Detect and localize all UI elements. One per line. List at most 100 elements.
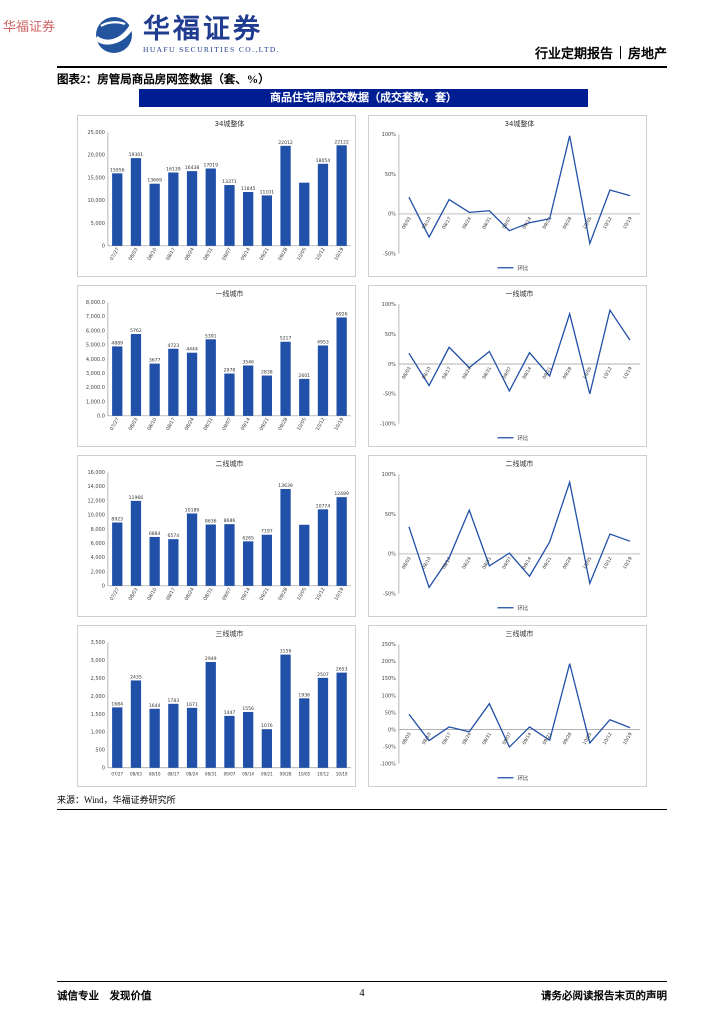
svg-text:6,000.0: 6,000.0 — [86, 328, 105, 334]
svg-text:-100%: -100% — [380, 422, 396, 428]
svg-text:09/07: 09/07 — [221, 587, 233, 602]
svg-text:10/05: 10/05 — [582, 366, 594, 381]
svg-text:150%: 150% — [382, 676, 396, 682]
svg-text:6926: 6926 — [336, 311, 348, 317]
svg-text:09/28: 09/28 — [277, 587, 289, 602]
svg-text:08/31: 08/31 — [481, 366, 493, 381]
svg-text:09/21: 09/21 — [542, 732, 554, 747]
svg-text:22012: 22012 — [278, 140, 293, 146]
page-number: 4 — [359, 988, 365, 999]
svg-text:2,500: 2,500 — [91, 676, 105, 682]
svg-text:100%: 100% — [382, 132, 396, 138]
charts-grid: 34城整体 0 5,000 10,000 15,000 20,000 25,000 15956… — [57, 107, 667, 793]
svg-text:10/05: 10/05 — [296, 247, 308, 262]
svg-text:19301: 19301 — [129, 152, 144, 158]
svg-text:08/17: 08/17 — [441, 556, 453, 571]
line-chart-tier2-cities-svg: 二线城市 100% 50% 0% -50% 08/03 08/10 08/17 08/24 08/… — [382, 459, 641, 612]
svg-text:10/19: 10/19 — [336, 772, 348, 777]
svg-text:08/17: 08/17 — [441, 732, 453, 747]
svg-text:1644: 1644 — [149, 703, 161, 709]
svg-text:2978: 2978 — [224, 368, 236, 374]
line-chart-tier3-cities: 三线城市 250% 200% 150% 100% 50% 0% -50% -100% 08/03 0… — [368, 625, 647, 787]
svg-text:08/31: 08/31 — [202, 587, 214, 602]
svg-text:09/28: 09/28 — [562, 366, 574, 381]
svg-text:07/27: 07/27 — [111, 772, 123, 777]
svg-text:09/07: 09/07 — [501, 556, 513, 571]
svg-text:10/12: 10/12 — [315, 417, 327, 432]
svg-text:三线城市: 三线城市 — [216, 629, 244, 638]
svg-text:09/28: 09/28 — [277, 247, 289, 262]
svg-text:18054: 18054 — [316, 158, 331, 164]
svg-text:1671: 1671 — [186, 702, 198, 708]
svg-text:500: 500 — [95, 748, 104, 754]
svg-text:100%: 100% — [382, 693, 396, 699]
svg-text:08/31: 08/31 — [481, 732, 493, 747]
svg-text:12,000: 12,000 — [88, 498, 105, 504]
svg-text:10,000: 10,000 — [88, 513, 105, 519]
svg-text:09/14: 09/14 — [521, 366, 533, 381]
svg-text:10,000: 10,000 — [88, 198, 105, 204]
brand-name-cn: 华福证券 — [143, 14, 263, 44]
svg-text:09/21: 09/21 — [259, 417, 271, 432]
svg-text:20,000: 20,000 — [88, 153, 105, 159]
svg-text:08/10: 08/10 — [421, 216, 433, 231]
svg-text:07/27: 07/27 — [109, 417, 121, 432]
svg-text:34城整体: 34城整体 — [215, 119, 245, 128]
svg-text:1,000: 1,000 — [91, 730, 105, 736]
svg-text:08/10: 08/10 — [421, 366, 433, 381]
svg-text:12489: 12489 — [334, 491, 349, 497]
svg-text:09/21: 09/21 — [261, 772, 273, 777]
svg-text:10/12: 10/12 — [602, 216, 614, 231]
svg-text:环比: 环比 — [517, 604, 528, 612]
svg-text:09/14: 09/14 — [240, 247, 252, 262]
svg-text:09/21: 09/21 — [542, 556, 554, 571]
svg-text:16438: 16438 — [185, 165, 200, 171]
svg-text:10774: 10774 — [316, 503, 331, 509]
svg-text:100%: 100% — [382, 302, 396, 308]
svg-text:3156: 3156 — [280, 649, 292, 655]
svg-text:13669: 13669 — [147, 178, 162, 184]
svg-text:5391: 5391 — [205, 333, 217, 339]
svg-text:1,000.0: 1,000.0 — [86, 399, 105, 405]
svg-text:07/27: 07/27 — [109, 247, 121, 262]
svg-text:17019: 17019 — [203, 162, 218, 168]
svg-text:09/14: 09/14 — [521, 216, 533, 231]
svg-text:08/03: 08/03 — [128, 417, 140, 432]
svg-text:5,000: 5,000 — [91, 221, 105, 227]
svg-text:08/24: 08/24 — [184, 247, 196, 262]
bar-chart-tier1-cities: 一线城市 0.0 1,000.0 2,000.0 3,000.0 4,000.0 5,000… — [77, 285, 356, 447]
svg-text:08/17: 08/17 — [441, 366, 453, 381]
svg-text:10/05: 10/05 — [582, 732, 594, 747]
svg-text:08/10: 08/10 — [146, 247, 158, 262]
svg-text:7197: 7197 — [261, 529, 273, 535]
svg-text:8923: 8923 — [111, 516, 123, 522]
svg-text:09/28: 09/28 — [562, 732, 574, 747]
svg-text:-50%: -50% — [383, 392, 396, 398]
bar-chart-tier1-cities-svg: 一线城市 0.0 1,000.0 2,000.0 3,000.0 4,000.0 5,000… — [86, 289, 352, 432]
svg-text:3546: 3546 — [242, 359, 254, 365]
brand-logo: 华福证券 HUAFU SECURITIES CO.,LTD. — [93, 14, 280, 56]
svg-text:1556: 1556 — [242, 706, 254, 712]
svg-text:环比: 环比 — [517, 434, 528, 442]
svg-text:10/19: 10/19 — [622, 366, 634, 381]
svg-text:08/10: 08/10 — [421, 556, 433, 571]
svg-text:09/07: 09/07 — [501, 732, 513, 747]
svg-text:10/12: 10/12 — [317, 772, 329, 777]
panel-title-bar: 商品住宅周成交数据（成交套数，套） — [139, 89, 588, 107]
svg-text:4,000.0: 4,000.0 — [86, 357, 105, 363]
svg-text:08/17: 08/17 — [165, 587, 177, 602]
header-rule — [57, 66, 667, 68]
svg-text:09/14: 09/14 — [521, 556, 533, 571]
svg-text:5217: 5217 — [280, 336, 292, 342]
svg-text:8,000.0: 8,000.0 — [86, 300, 105, 306]
svg-text:08/10: 08/10 — [421, 732, 433, 747]
svg-text:6,000: 6,000 — [91, 541, 105, 547]
svg-text:1783: 1783 — [168, 698, 180, 704]
svg-text:4889: 4889 — [111, 340, 123, 346]
svg-text:50%: 50% — [385, 172, 396, 178]
svg-text:4444: 4444 — [186, 347, 198, 353]
svg-text:2,000.0: 2,000.0 — [86, 385, 105, 391]
svg-text:08/24: 08/24 — [186, 772, 198, 777]
figure-caption: 图表2：房管局商品房网签数据（套、%） — [57, 74, 270, 86]
